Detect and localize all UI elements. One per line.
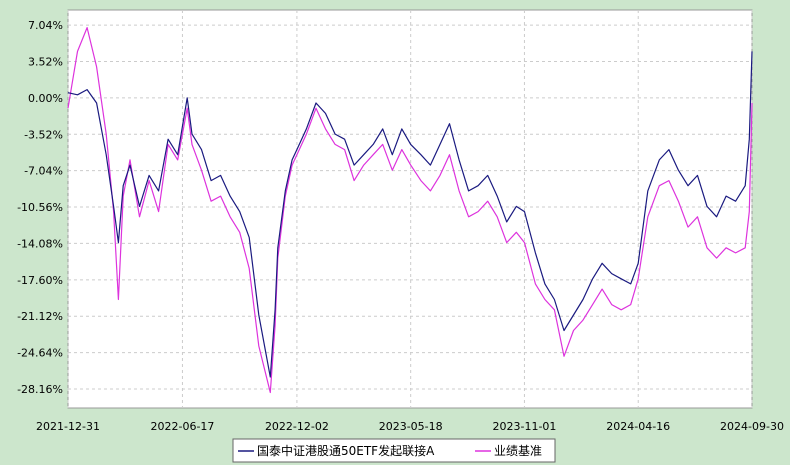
y-tick-label: -10.56% (17, 201, 63, 214)
y-tick-label: -17.60% (17, 274, 63, 287)
y-tick-label: -3.52% (24, 128, 63, 141)
y-tick-label: -24.64% (17, 347, 63, 360)
y-tick-label: 7.04% (28, 19, 63, 32)
x-tick-label: 2023-05-18 (379, 420, 443, 433)
y-tick-label: -7.04% (24, 165, 63, 178)
legend-box (232, 438, 556, 463)
legend-label-fund: 国泰中证港股通50ETF发起联接A (257, 443, 435, 458)
x-tick-label: 2023-11-01 (492, 420, 556, 433)
plot-area (67, 9, 753, 409)
legend: 国泰中证港股通50ETF发起联接A 业绩基准 (232, 438, 556, 463)
x-tick-label: 2022-06-17 (150, 420, 214, 433)
y-tick-label: -21.12% (17, 310, 63, 323)
series-line-benchmark (67, 27, 753, 394)
y-axis-labels: 7.04% 3.52% 0.00% -3.52% -7.04% -10.56% -14.08… (17, 19, 63, 396)
y-tick-label: -28.16% (17, 383, 63, 396)
x-axis-labels: 2021-12-31 2022-06-17 2022-12-02 2023-05-18… (36, 420, 784, 433)
legend-label-benchmark: 业绩基准 (494, 444, 542, 458)
x-tick-label: 2024-04-16 (606, 420, 670, 433)
series-line-fund (67, 51, 753, 378)
x-tick-label: 2021-12-31 (36, 420, 100, 433)
grid-lines (67, 10, 753, 408)
x-tick-label: 2022-12-02 (265, 420, 329, 433)
y-tick-label: 0.00% (28, 92, 63, 105)
series-lines (67, 27, 753, 394)
x-tick-label: 2024-09-30 (720, 420, 784, 433)
y-tick-label: 3.52% (28, 55, 63, 68)
y-tick-label: -14.08% (17, 237, 63, 250)
